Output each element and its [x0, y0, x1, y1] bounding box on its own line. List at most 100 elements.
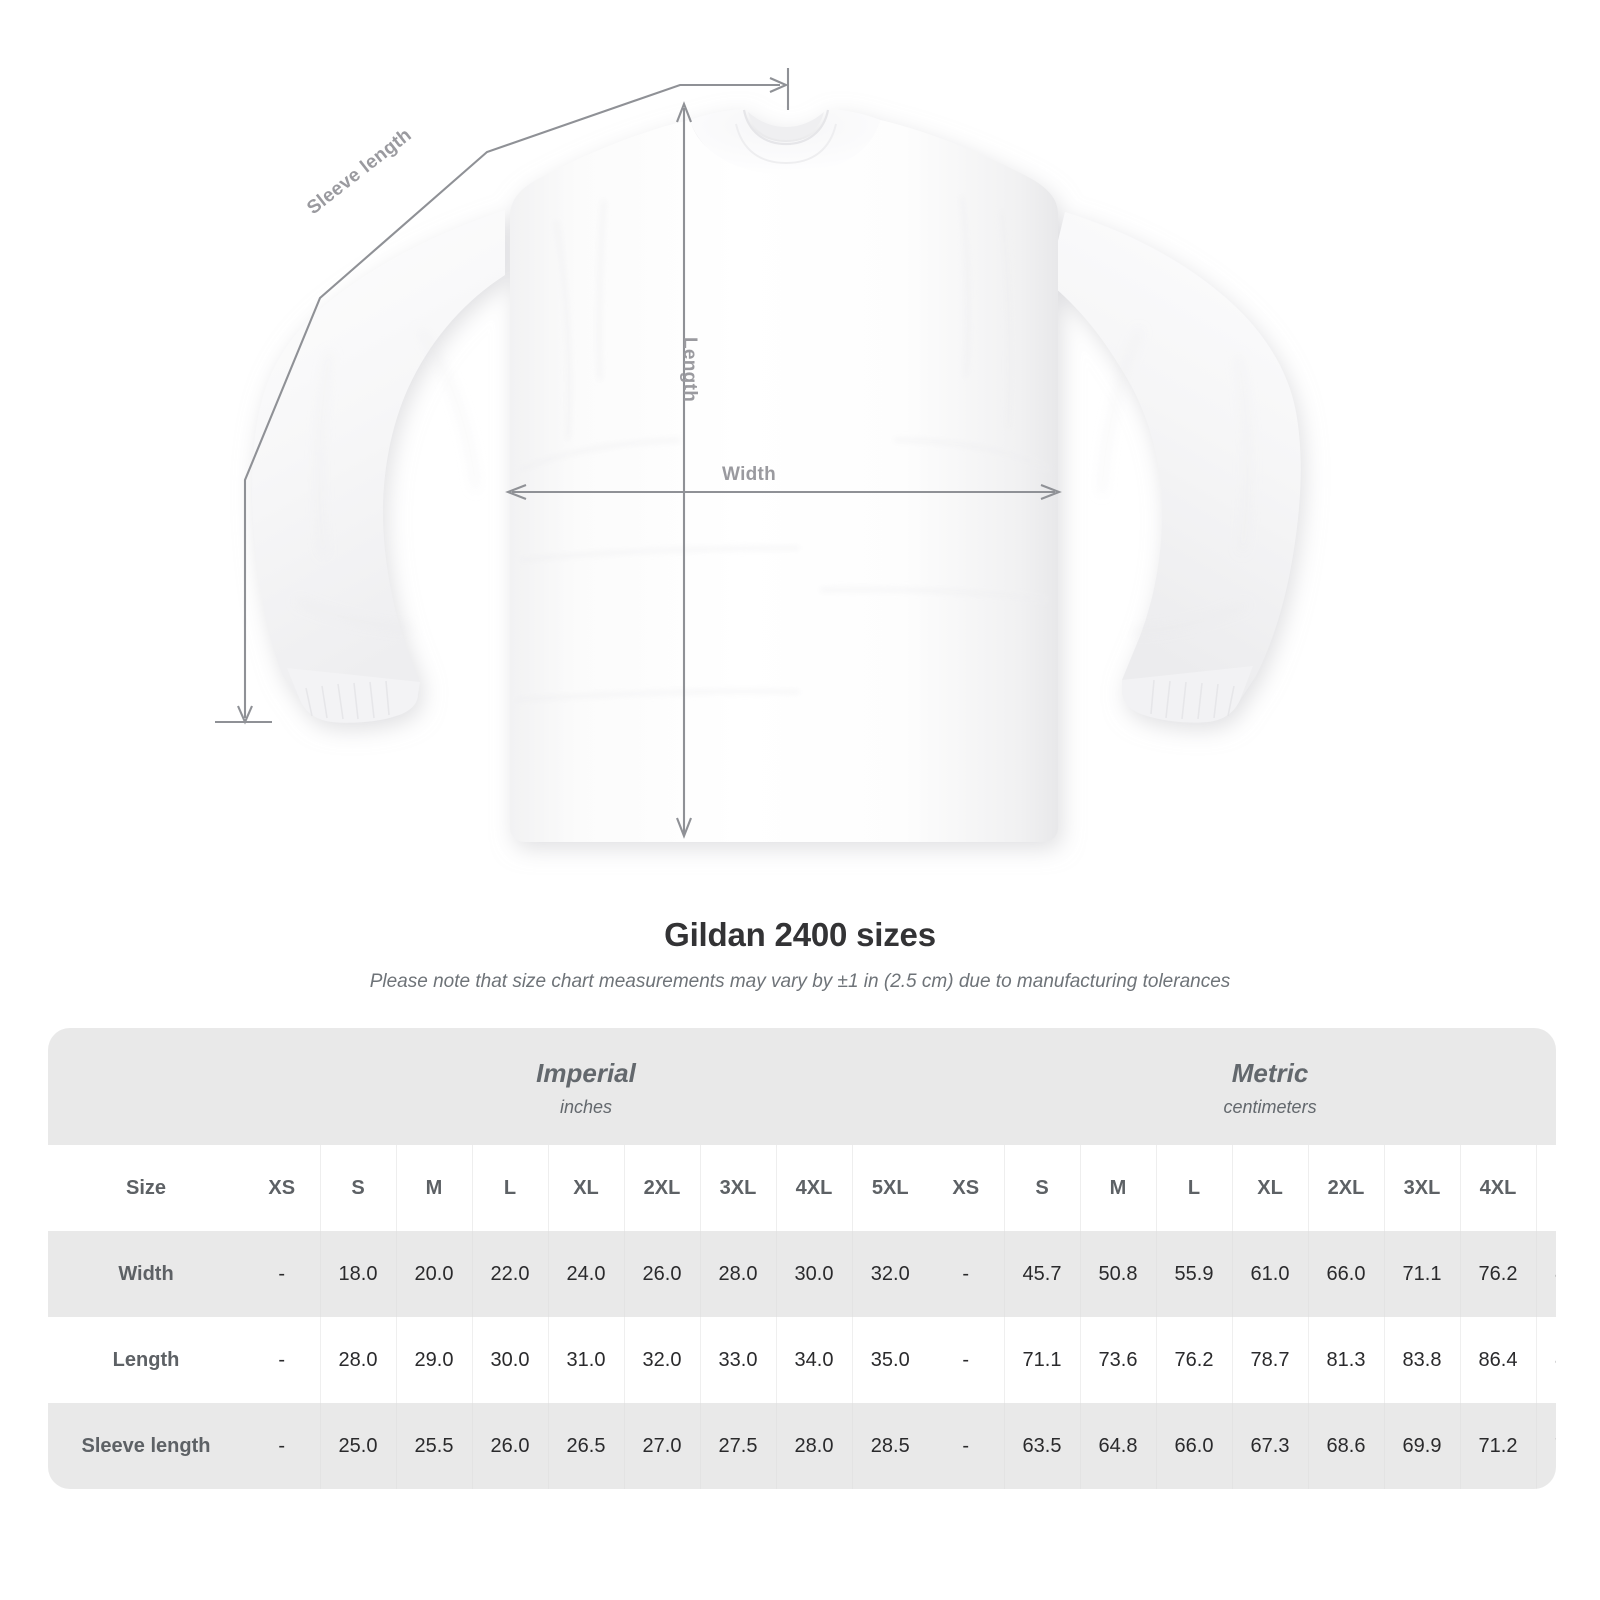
cell-metric-m: 64.8: [1079, 1403, 1157, 1489]
cell-metric-xs: -: [928, 1317, 1005, 1403]
cell-metric-s: 63.5: [1003, 1403, 1081, 1489]
cell-metric-l: 66.0: [1155, 1403, 1233, 1489]
unit-system-unit: centimeters: [1223, 1097, 1317, 1118]
cell-metric-l: 55.9: [1155, 1231, 1233, 1317]
cell-imperial-2xl: 32.0: [623, 1317, 700, 1403]
cell-metric-3xl: 71.1: [1383, 1231, 1461, 1317]
cell-metric-4xl: 76.2: [1459, 1231, 1537, 1317]
cell-imperial-s: 18.0: [319, 1231, 396, 1317]
row-label: Length: [48, 1317, 244, 1403]
size-header-imperial-xl: XL: [547, 1145, 624, 1231]
cell-metric-m: 73.6: [1079, 1317, 1157, 1403]
cell-metric-xl: 67.3: [1231, 1403, 1309, 1489]
cell-imperial-l: 22.0: [471, 1231, 548, 1317]
size-header-imperial-4xl: 4XL: [775, 1145, 852, 1231]
size-header-metric-3xl: 3XL: [1383, 1145, 1461, 1231]
size-chart-table: Imperial inches Metric centimeters Size XS S M L…: [48, 1028, 1556, 1489]
size-header-metric-4xl: 4XL: [1459, 1145, 1537, 1231]
size-header-metric-l: L: [1155, 1145, 1233, 1231]
cell-metric-2xl: 66.0: [1307, 1231, 1385, 1317]
cell-metric-xl: 78.7: [1231, 1317, 1309, 1403]
cell-imperial-3xl: 27.5: [699, 1403, 776, 1489]
size-column-header: Size: [48, 1145, 244, 1231]
cell-metric-4xl: 71.2: [1459, 1403, 1537, 1489]
cell-imperial-3xl: 28.0: [699, 1231, 776, 1317]
size-header-imperial-s: S: [319, 1145, 396, 1231]
cell-metric-s: 71.1: [1003, 1317, 1081, 1403]
size-header-imperial-xs: XS: [244, 1145, 320, 1231]
cell-imperial-2xl: 26.0: [623, 1231, 700, 1317]
unit-header-spacer: [48, 1028, 244, 1145]
cell-metric-xs: -: [928, 1403, 1005, 1489]
row-label: Sleeve length: [48, 1403, 244, 1489]
unit-system-header: Imperial inches: [244, 1028, 929, 1145]
row-label: Width: [48, 1231, 244, 1317]
page-title: Gildan 2400 sizes: [664, 916, 936, 953]
table-row: Length -28.0 29.0 30.0 31.0 32.0 33.0 34.0 35.0-…: [48, 1317, 1556, 1403]
cell-metric-xl: 61.0: [1231, 1231, 1309, 1317]
cell-imperial-m: 25.5: [395, 1403, 472, 1489]
table-row: Sleeve length -25.0 25.5 26.0 26.5 27.0 27.5 28…: [48, 1403, 1556, 1489]
shirt-illustration: [215, 68, 1301, 842]
cell-imperial-xs: -: [244, 1231, 320, 1317]
product-diagram: Sleeve length Length Width: [215, 68, 1301, 842]
size-header-metric-xs: XS: [928, 1145, 1005, 1231]
size-header-imperial-5xl: 5XL: [851, 1145, 929, 1231]
cell-metric-s: 45.7: [1003, 1231, 1081, 1317]
cell-metric-5xl: 81.3: [1535, 1231, 1556, 1317]
cell-metric-5xl: 72.5: [1535, 1403, 1556, 1489]
cell-metric-2xl: 68.6: [1307, 1403, 1385, 1489]
length-guide: [676, 101, 692, 839]
unit-system-header-row: Imperial inches Metric centimeters: [48, 1028, 1556, 1145]
size-header-metric-xl: XL: [1231, 1145, 1309, 1231]
width-label: Width: [722, 464, 777, 485]
cell-metric-l: 76.2: [1155, 1317, 1233, 1403]
size-header-metric-s: S: [1003, 1145, 1081, 1231]
width-guide: [505, 484, 1062, 500]
cell-imperial-xs: -: [244, 1403, 320, 1489]
cell-imperial-m: 20.0: [395, 1231, 472, 1317]
cell-imperial-4xl: 28.0: [775, 1403, 852, 1489]
cell-imperial-2xl: 27.0: [623, 1403, 700, 1489]
size-header-metric-m: M: [1079, 1145, 1157, 1231]
cell-imperial-xl: 26.5: [547, 1403, 624, 1489]
size-header-imperial-3xl: 3XL: [699, 1145, 776, 1231]
cell-metric-3xl: 69.9: [1383, 1403, 1461, 1489]
unit-system-unit: inches: [559, 1097, 613, 1118]
tolerance-note: Please note that size chart measurements…: [369, 971, 1231, 992]
cell-metric-m: 50.8: [1079, 1231, 1157, 1317]
cell-imperial-4xl: 34.0: [775, 1317, 852, 1403]
size-chart-heading: Gildan 2400 sizes Please note that size …: [0, 916, 1600, 993]
table-row: Width -18.0 20.0 22.0 24.0 26.0 28.0 30.0 32.0-4…: [48, 1231, 1556, 1317]
sleeve-length-guide: [215, 68, 790, 725]
cell-imperial-5xl: 28.5: [851, 1403, 929, 1489]
unit-system-name: Imperial: [536, 1058, 636, 1089]
length-label: Length: [679, 337, 700, 403]
size-chart-table-container: Imperial inches Metric centimeters Size XS S M L…: [48, 1028, 1556, 1489]
cell-imperial-l: 26.0: [471, 1403, 548, 1489]
cell-imperial-xs: -: [244, 1317, 320, 1403]
cell-imperial-xl: 24.0: [547, 1231, 624, 1317]
size-header-imperial-m: M: [395, 1145, 472, 1231]
size-header-metric-2xl: 2XL: [1307, 1145, 1385, 1231]
unit-system-header: Metric centimeters: [928, 1028, 1556, 1145]
cell-metric-2xl: 81.3: [1307, 1317, 1385, 1403]
cell-imperial-xl: 31.0: [547, 1317, 624, 1403]
cell-imperial-4xl: 30.0: [775, 1231, 852, 1317]
cell-imperial-s: 25.0: [319, 1403, 396, 1489]
cell-imperial-3xl: 33.0: [699, 1317, 776, 1403]
cell-imperial-5xl: 32.0: [851, 1231, 929, 1317]
cell-metric-4xl: 86.4: [1459, 1317, 1537, 1403]
cell-metric-xs: -: [928, 1231, 1005, 1317]
unit-system-name: Metric: [1231, 1058, 1309, 1089]
size-header-imperial-2xl: 2XL: [623, 1145, 700, 1231]
cell-imperial-l: 30.0: [471, 1317, 548, 1403]
cell-metric-5xl: 88.9: [1535, 1317, 1556, 1403]
cell-imperial-s: 28.0: [319, 1317, 396, 1403]
cell-imperial-m: 29.0: [395, 1317, 472, 1403]
size-header-metric-5xl: 5XL: [1535, 1145, 1556, 1231]
size-header-imperial-l: L: [471, 1145, 548, 1231]
cell-metric-3xl: 83.8: [1383, 1317, 1461, 1403]
cell-imperial-5xl: 35.0: [851, 1317, 929, 1403]
size-header-row: SizeXSSMLXL2XL3XL4XL5XLXSSMLXL2XL3XL4XL5…: [48, 1145, 1556, 1231]
